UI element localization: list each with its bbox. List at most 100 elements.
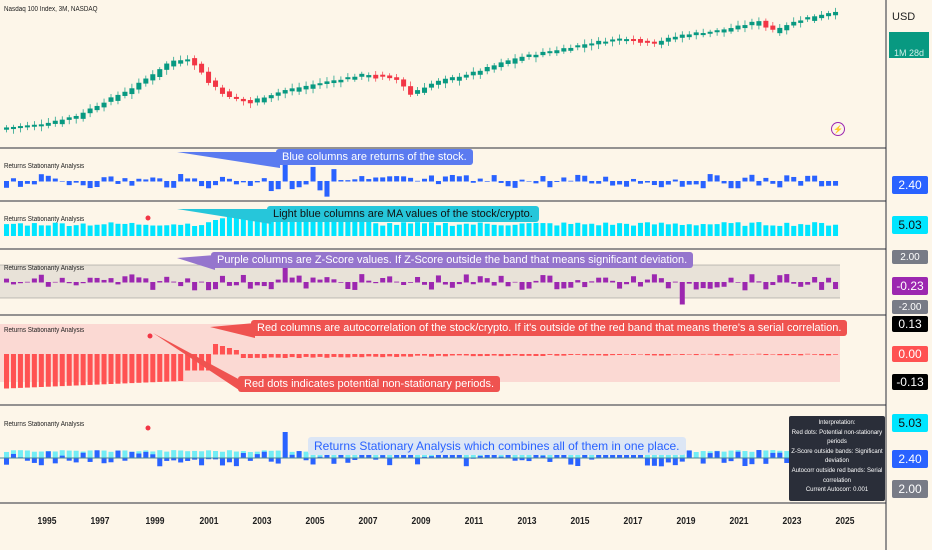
- lightning-icon[interactable]: ⚡: [831, 122, 845, 136]
- combined-returns-column: [178, 458, 184, 463]
- combined-ma-column: [303, 451, 309, 458]
- symbol-title: Nasdaq 100 Index, 3M, NASDAQ: [4, 6, 98, 13]
- callout-pointer-autocorr: [210, 323, 255, 338]
- candle: [352, 76, 358, 80]
- ma-column: [240, 213, 246, 236]
- autocorr-column: [4, 354, 10, 389]
- ma-column: [422, 223, 428, 236]
- zscore-column: [596, 277, 602, 283]
- zscore-column: [526, 282, 532, 289]
- ma-column: [728, 223, 734, 236]
- ma-column: [582, 224, 588, 236]
- ma-column: [359, 218, 365, 236]
- callout-combined: Returns Stationary Analysis which combin…: [308, 437, 686, 455]
- autocorr-column: [833, 354, 839, 355]
- returns-column: [651, 181, 657, 186]
- autocorr-column: [610, 354, 616, 356]
- candle: [415, 90, 421, 94]
- ma-column: [554, 225, 560, 236]
- year-label: 2015: [570, 516, 590, 527]
- value-label-autocorr-upper: 0.13: [892, 316, 928, 332]
- autocorr-column: [672, 353, 678, 355]
- autocorr-column: [24, 354, 30, 388]
- zscore-column: [4, 278, 10, 283]
- pane-title-autocorr: Returns Stationarity Analysis: [4, 327, 85, 334]
- combined-ma-column: [233, 451, 239, 458]
- combined-ma-column: [728, 450, 734, 458]
- combined-returns-column: [463, 458, 469, 467]
- zscore-column: [59, 277, 65, 283]
- ma-column: [603, 222, 609, 236]
- ma-column: [463, 223, 469, 236]
- ma-column: [686, 224, 692, 236]
- currency-label[interactable]: USD: [892, 11, 916, 23]
- ma-column: [596, 225, 602, 236]
- combined-returns-column: [735, 451, 741, 459]
- autocorr-column: [310, 354, 316, 358]
- zscore-column: [449, 282, 455, 288]
- autocorr-column: [435, 354, 441, 356]
- returns-column: [435, 181, 441, 185]
- candle: [136, 82, 142, 90]
- non-stationary-dot: [145, 425, 151, 431]
- returns-column: [707, 174, 713, 182]
- zscore-column: [352, 282, 358, 290]
- returns-column: [366, 179, 372, 182]
- combined-ma-column: [66, 450, 72, 458]
- combined-returns-column: [150, 454, 156, 459]
- returns-column: [352, 179, 358, 182]
- combined-ma-column: [693, 451, 699, 458]
- autocorr-column: [296, 354, 302, 359]
- combined-returns-column: [115, 450, 121, 459]
- candle: [749, 21, 755, 26]
- combined-ma-column: [17, 450, 23, 458]
- candle: [679, 34, 685, 38]
- zscore-column: [185, 278, 191, 283]
- zscore-column: [275, 279, 281, 283]
- returns-column: [31, 181, 37, 185]
- candle: [575, 45, 581, 48]
- autocorr-column: [192, 354, 198, 371]
- autocorr-column: [254, 354, 260, 358]
- returns-column: [589, 181, 595, 184]
- combined-ma-column: [4, 451, 10, 458]
- autocorr-column: [582, 354, 588, 356]
- combined-returns-column: [275, 458, 281, 464]
- returns-column: [408, 177, 414, 182]
- ma-column: [798, 224, 804, 236]
- zscore-column: [791, 282, 797, 284]
- zscore-column: [310, 277, 316, 283]
- candle: [812, 16, 818, 21]
- candle: [66, 117, 72, 120]
- candle: [456, 76, 462, 81]
- callout-returns: Blue columns are returns of the stock.: [276, 149, 473, 165]
- ma-column: [428, 222, 434, 236]
- ma-column: [700, 224, 706, 236]
- candle: [324, 81, 330, 84]
- zscore-column: [94, 277, 100, 283]
- ma-column: [714, 224, 720, 236]
- ma-column: [770, 225, 776, 236]
- ma-column: [338, 213, 344, 236]
- zscore-column: [540, 275, 546, 283]
- autocorr-column: [477, 354, 483, 357]
- pane-title-returns: Returns Stationarity Analysis: [4, 163, 85, 170]
- returns-column: [387, 176, 393, 182]
- combined-returns-column: [721, 458, 727, 463]
- ma-column: [185, 223, 191, 236]
- combined-returns-column: [714, 451, 720, 459]
- zscore-column: [833, 282, 839, 290]
- zscore-column: [672, 281, 678, 283]
- non-stationary-dot: [145, 215, 151, 221]
- ma-column: [254, 210, 260, 236]
- returns-column: [380, 177, 386, 182]
- autocorr-column: [150, 354, 156, 383]
- combined-returns-column: [240, 453, 246, 459]
- value-label-combined-returns: 2.40: [892, 450, 928, 468]
- autocorr-column: [338, 354, 344, 358]
- ma-column: [296, 208, 302, 236]
- autocorr-column: [289, 354, 295, 358]
- zscore-column: [178, 282, 184, 287]
- autocorr-column: [178, 354, 184, 381]
